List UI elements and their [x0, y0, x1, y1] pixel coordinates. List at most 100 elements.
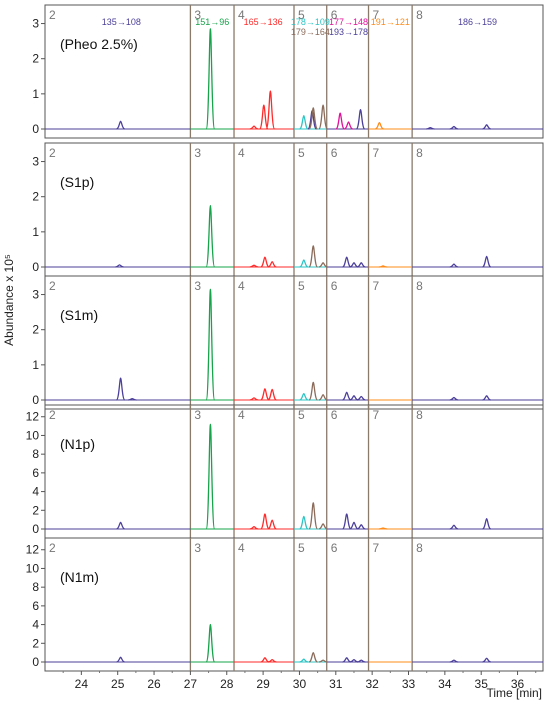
peak-trace	[335, 112, 346, 130]
peak-trace	[318, 523, 328, 530]
x-tick-label: 31	[329, 677, 343, 691]
peak-trace	[116, 656, 125, 663]
peak-trace	[205, 423, 216, 530]
x-tick-label: 28	[220, 677, 234, 691]
peak-trace	[426, 126, 435, 130]
segment-number: 8	[416, 541, 423, 555]
segment-number: 3	[194, 541, 201, 555]
peak-trace	[267, 659, 277, 663]
y-tick-label: 3	[32, 288, 39, 302]
segment-number: 8	[416, 279, 423, 293]
peak-trace	[318, 394, 328, 401]
y-tick-label: 2	[32, 323, 39, 337]
peak-trace	[115, 264, 124, 268]
segment-number: 5	[298, 408, 305, 422]
peak-trace	[349, 521, 359, 530]
peak-trace	[349, 262, 359, 268]
peak-trace	[205, 28, 216, 130]
peak-trace	[342, 391, 352, 401]
peak-trace	[482, 124, 491, 130]
peak-trace	[249, 397, 259, 401]
y-tick-label: 12	[26, 543, 40, 557]
y-tick-label: 3	[32, 17, 39, 31]
peak-trace	[378, 265, 388, 268]
peak-trace	[249, 526, 259, 530]
segment-number: 5	[298, 541, 305, 555]
peak-trace	[449, 396, 459, 401]
segment-number: 6	[331, 8, 338, 22]
transition-label: 165→136	[244, 17, 283, 27]
sample-label: (S1p)	[60, 174, 94, 190]
peak-trace	[258, 104, 269, 130]
transition-label: 179→164	[291, 27, 330, 37]
peak-trace	[449, 659, 459, 663]
peak-trace	[342, 256, 352, 268]
peak-trace	[116, 521, 125, 530]
segment-number: 8	[416, 146, 423, 160]
x-tick-label: 24	[75, 677, 89, 691]
transition-label: 191→121	[371, 17, 410, 27]
peak-trace	[482, 657, 491, 663]
y-tick-label: 12	[26, 410, 40, 424]
y-tick-label: 6	[32, 466, 39, 480]
panel: 0 2 4 6 8 10 12 2 3 4 5 6 7 8 (N1p)	[26, 404, 544, 539]
peak-trace	[116, 120, 126, 130]
y-tick-label: 1	[32, 225, 39, 239]
sample-label: (Pheo 2.5%)	[60, 36, 138, 52]
segment-number: 4	[238, 541, 245, 555]
x-axis: 24 25 26 27 28 29 30 31 32 33 34 35 36	[62, 671, 537, 691]
segment-number: 5	[298, 279, 305, 293]
peak-trace	[356, 524, 366, 530]
transition-label: 151→96	[195, 17, 229, 27]
y-tick-label: 0	[32, 655, 39, 669]
segment-number: 7	[373, 146, 380, 160]
peak-trace	[249, 125, 259, 130]
y-tick-label: 0	[32, 122, 39, 136]
segment-number: 7	[373, 8, 380, 22]
segment-number: 3	[194, 8, 201, 22]
peak-trace	[318, 659, 328, 663]
x-tick-label: 34	[438, 677, 452, 691]
peak-trace	[260, 657, 270, 663]
segment-number: 2	[49, 541, 56, 555]
peak-trace	[356, 659, 366, 663]
segment-number: 6	[331, 279, 338, 293]
transition-label: 178→109	[291, 17, 330, 27]
y-tick-label: 8	[32, 580, 39, 594]
segment-number: 4	[238, 279, 245, 293]
peak-trace	[299, 515, 309, 530]
x-tick-label: 33	[402, 677, 416, 691]
x-tick-label: 27	[184, 677, 198, 691]
x-axis-label: Time [min]	[486, 686, 542, 700]
y-tick-label: 10	[26, 428, 40, 442]
peak-trace	[299, 658, 309, 663]
segment-number: 2	[49, 8, 56, 22]
peak-trace	[482, 395, 491, 401]
sample-label: (S1m)	[60, 307, 98, 323]
segment-number: 7	[373, 408, 380, 422]
peak-trace	[260, 513, 270, 530]
peak-trace	[342, 513, 352, 530]
y-tick-label: 1	[32, 358, 39, 372]
peak-trace	[355, 109, 366, 130]
peak-trace	[267, 261, 277, 268]
peak-trace	[299, 259, 309, 268]
segment-number: 6	[331, 541, 338, 555]
segment-number: 8	[416, 8, 423, 22]
segment-number: 3	[194, 279, 201, 293]
peak-trace	[449, 125, 459, 130]
peak-trace	[342, 657, 352, 663]
segment-number: 8	[416, 408, 423, 422]
segment-number: 3	[194, 408, 201, 422]
segment-number: 4	[238, 408, 245, 422]
peak-trace	[115, 377, 126, 401]
peak-trace	[260, 388, 270, 401]
segment-number: 5	[298, 8, 305, 22]
peak-trace	[356, 395, 366, 401]
y-tick-label: 0	[32, 260, 39, 274]
transition-label: 135→108	[102, 17, 141, 27]
x-tick-label: 29	[256, 677, 270, 691]
segment-number: 2	[49, 279, 56, 293]
